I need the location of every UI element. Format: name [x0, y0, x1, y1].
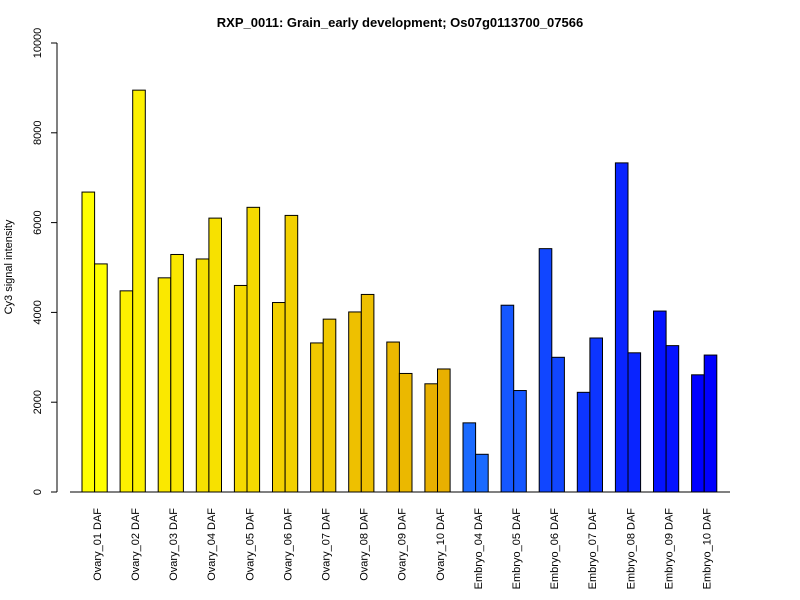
bar-1 [157, 277, 172, 493]
bar-1 [691, 374, 705, 493]
bar-2 [665, 345, 680, 493]
bar-1 [348, 311, 362, 493]
bar-1 [653, 310, 667, 493]
bar-2 [284, 214, 299, 493]
bar-2 [398, 372, 413, 493]
bar-1 [386, 341, 400, 493]
x-tick-label: Ovary_05 DAF [244, 508, 256, 581]
x-tick-label: Embryo_08 DAF [625, 508, 637, 590]
bar-2 [589, 337, 604, 493]
x-tick-label: Ovary_08 DAF [359, 508, 371, 581]
bar-1 [424, 383, 438, 493]
bar-1 [119, 290, 134, 493]
x-tick-label: Embryo_04 DAF [473, 508, 485, 590]
bar-2 [513, 390, 527, 493]
bar-2 [551, 356, 565, 493]
bar-1 [462, 422, 477, 493]
x-tick-label: Ovary_06 DAF [282, 508, 294, 581]
bar-1 [310, 342, 324, 493]
bar-1 [500, 304, 515, 493]
bar-2 [475, 453, 489, 493]
y-tick-label: 4000 [32, 300, 44, 324]
x-tick-label: Embryo_09 DAF [663, 508, 675, 590]
y-tick-label: 0 [32, 489, 44, 495]
x-axis: Ovary_01 DAF Ovary_02 DAF Ovary_03 DAF Ovar… [70, 491, 730, 590]
x-tick-label: Ovary_04 DAF [206, 508, 218, 581]
x-tick-label: Ovary_07 DAF [321, 508, 333, 581]
x-tick-label: Embryo_05 DAF [511, 508, 523, 590]
bar-2 [94, 263, 108, 493]
x-tick-label: Ovary_01 DAF [92, 508, 104, 581]
bar-2 [246, 206, 261, 493]
bar-1 [576, 391, 591, 493]
bar-2 [322, 318, 337, 493]
y-tick-label: 8000 [32, 121, 44, 145]
bar-1 [538, 248, 553, 493]
bar-1 [233, 284, 248, 493]
y-axis-title: Cy3 signal intensity [3, 219, 15, 314]
x-tick-label: Ovary_09 DAF [397, 508, 409, 581]
bar-2 [208, 217, 222, 493]
bar-1 [272, 302, 286, 493]
bar-2 [703, 354, 718, 493]
y-tick-label: 2000 [32, 390, 44, 414]
bar-2 [360, 293, 375, 493]
x-tick-label: Ovary_03 DAF [168, 508, 180, 581]
x-tick-label: Ovary_02 DAF [130, 508, 142, 581]
bar-2 [170, 253, 184, 493]
bar-2 [627, 352, 642, 493]
bar-1 [81, 191, 96, 493]
bar-1 [614, 162, 629, 493]
bars-group [81, 89, 718, 493]
x-tick-label: Embryo_10 DAF [702, 508, 714, 590]
bar-1 [195, 258, 210, 493]
chart-title: RXP_0011: Grain_early development; Os07g… [217, 15, 583, 30]
bar-2 [437, 368, 451, 493]
y-axis: 0 2000 4000 6000 8000 10000 [32, 28, 58, 495]
x-tick-label: Embryo_06 DAF [549, 508, 561, 590]
x-tick-label: Ovary_10 DAF [435, 508, 447, 581]
y-tick-label: 6000 [32, 210, 44, 234]
y-tick-label: 10000 [32, 28, 44, 59]
x-tick-label: Embryo_07 DAF [587, 508, 599, 590]
bar-2 [132, 89, 146, 493]
